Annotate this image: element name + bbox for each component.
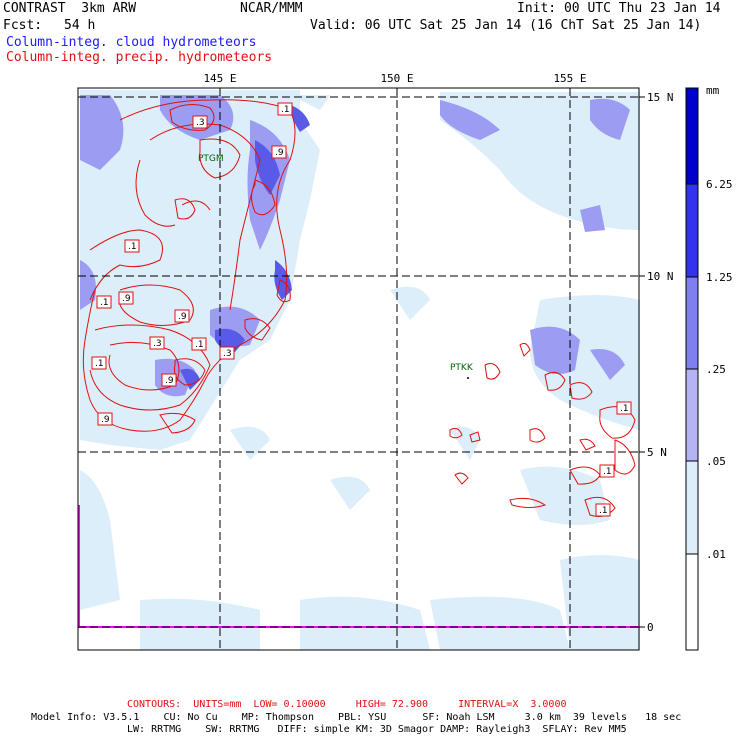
contour-label: .1: [128, 242, 137, 252]
legend-swatch: [685, 553, 699, 651]
lon-label: 150 E: [380, 72, 413, 85]
valid-time: Valid: 06 UTC Sat 25 Jan 14 (16 ChT Sat …: [310, 18, 702, 33]
legend-units: mm: [706, 84, 720, 97]
legend-swatch: [685, 183, 699, 278]
lat-labels: 15 N 10 N 5 N 0: [647, 91, 674, 634]
legend-swatch: [685, 460, 699, 555]
axis-ticks: [639, 96, 645, 628]
lat-label: 5 N: [647, 446, 667, 459]
legend-level: .01: [706, 548, 726, 561]
contour-label: .1: [599, 506, 608, 516]
forecast-hours: 54 h: [64, 18, 96, 33]
center-title: NCAR/MMM: [240, 1, 303, 16]
legend-level: .25: [706, 363, 726, 376]
model-info-line2: LW: RRTMG SW: RRTMG DIFF: simple KM: 3D …: [127, 724, 627, 735]
lon-label: 145 E: [203, 72, 236, 85]
contour-label: .1: [620, 404, 629, 414]
station-label: PTKK: [450, 363, 474, 373]
contour-label: .1: [95, 359, 104, 369]
contour-label: .3: [223, 349, 232, 359]
graticule: [78, 88, 639, 650]
legend-level: 1.25: [706, 271, 733, 284]
lat-label: 10 N: [647, 270, 674, 283]
precip-contours: [82, 99, 636, 517]
station-marker: [467, 377, 469, 379]
legend-swatch: [685, 276, 699, 370]
map-frame: [77, 87, 640, 651]
contour-label: .3: [153, 339, 162, 349]
contour-label: .1: [603, 467, 612, 477]
legend-labels: mm 6.25 1.25 .25 .05 .01: [706, 84, 733, 561]
contour-label: .9: [122, 294, 131, 304]
legend-colorbar: [685, 87, 699, 651]
contour-label: .1: [195, 340, 204, 350]
stations: PTGM PTKK: [198, 154, 474, 373]
station-label: PTGM: [198, 154, 224, 164]
lat-label: 0: [647, 621, 654, 634]
field-cloud-title: Column-integ. cloud hydrometeors: [6, 35, 257, 50]
model-title: CONTRAST 3km ARW: [3, 1, 137, 16]
contours-info: CONTOURS: UNITS=mm LOW= 0.10000 HIGH= 72…: [127, 699, 567, 710]
legend-level: .05: [706, 455, 726, 468]
contour-label: .9: [165, 376, 174, 386]
contour-label: .1: [100, 298, 109, 308]
contour-labels: .1 .3 .9 .1 .1 .3 .9 .9 .3 .1 .1 .9 .9 .…: [91, 102, 632, 517]
legend-swatch: [685, 368, 699, 462]
forecast-label: Fcst:: [3, 18, 43, 33]
contour-label: .9: [178, 312, 187, 322]
contour-label: .9: [101, 415, 110, 425]
contour-label: .9: [275, 148, 284, 158]
init-time: Init: 00 UTC Thu 23 Jan 14: [517, 1, 721, 16]
model-info-line1: Model Info: V3.5.1 CU: No Cu MP: Thompso…: [31, 712, 682, 723]
lon-label: 155 E: [553, 72, 586, 85]
lat-label: 15 N: [647, 91, 674, 104]
lon-labels: 145 E 150 E 155 E: [203, 72, 586, 85]
legend-swatch: [685, 87, 699, 185]
contour-label: .1: [281, 105, 290, 115]
contour-label: .3: [196, 118, 205, 128]
legend-level: 6.25: [706, 178, 733, 191]
field-precip-title: Column-integ. precip. hydrometeors: [6, 50, 273, 65]
